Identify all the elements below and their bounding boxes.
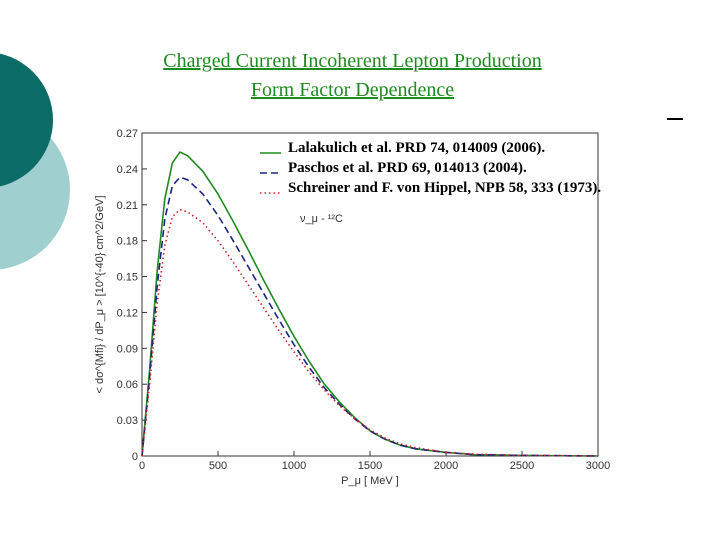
y-tick-label: 0.27 (117, 128, 138, 140)
y-tick-label: 0.18 (117, 236, 138, 248)
y-tick-label: 0.03 (117, 415, 138, 427)
x-tick-label: 2500 (510, 460, 534, 472)
x-tick-label: 3000 (586, 460, 610, 472)
x-axis-label: P_μ [ MeV ] (341, 475, 399, 487)
chart-annotation: ν_μ - ¹²C (300, 213, 343, 225)
y-tick-label: 0.15 (117, 272, 138, 284)
series-line-0 (141, 151, 599, 457)
slide-title: Charged Current Incoherent Lepton Produc… (163, 50, 542, 72)
x-tick-label: 500 (209, 460, 227, 472)
slide-subtitle: Form Factor Dependence (250, 79, 455, 101)
legend-label-0: Lalakulich et al. PRD 74, 014009 (2006). (288, 140, 545, 156)
y-axis-label: < dσ^{Mfi} / dP_μ > [10^{-40} cm^2/GeV] (94, 196, 106, 394)
y-tick-label: 0.06 (117, 379, 138, 391)
y-tick-label: 0.09 (117, 343, 138, 355)
x-tick-label: 2000 (434, 460, 458, 472)
slide-decoration (0, 53, 70, 270)
legend-label-2: Schreiner and F. von Hippel, NPB 58, 333… (288, 180, 601, 196)
y-tick-label: 0.12 (117, 307, 138, 319)
x-tick-label: 1500 (358, 460, 382, 472)
dark-teal-circle (0, 53, 53, 187)
corner-dash-mark (667, 118, 683, 120)
series-line-1 (141, 176, 599, 457)
y-tick-label: 0 (132, 451, 138, 463)
y-tick-label: 0.24 (117, 164, 138, 176)
series-line-2 (141, 208, 599, 457)
y-tick-label: 0.21 (117, 200, 138, 212)
x-tick-label: 1000 (282, 460, 306, 472)
x-tick-label: 0 (139, 460, 145, 472)
legend-label-1: Paschos et al. PRD 69, 014013 (2004). (288, 160, 527, 176)
